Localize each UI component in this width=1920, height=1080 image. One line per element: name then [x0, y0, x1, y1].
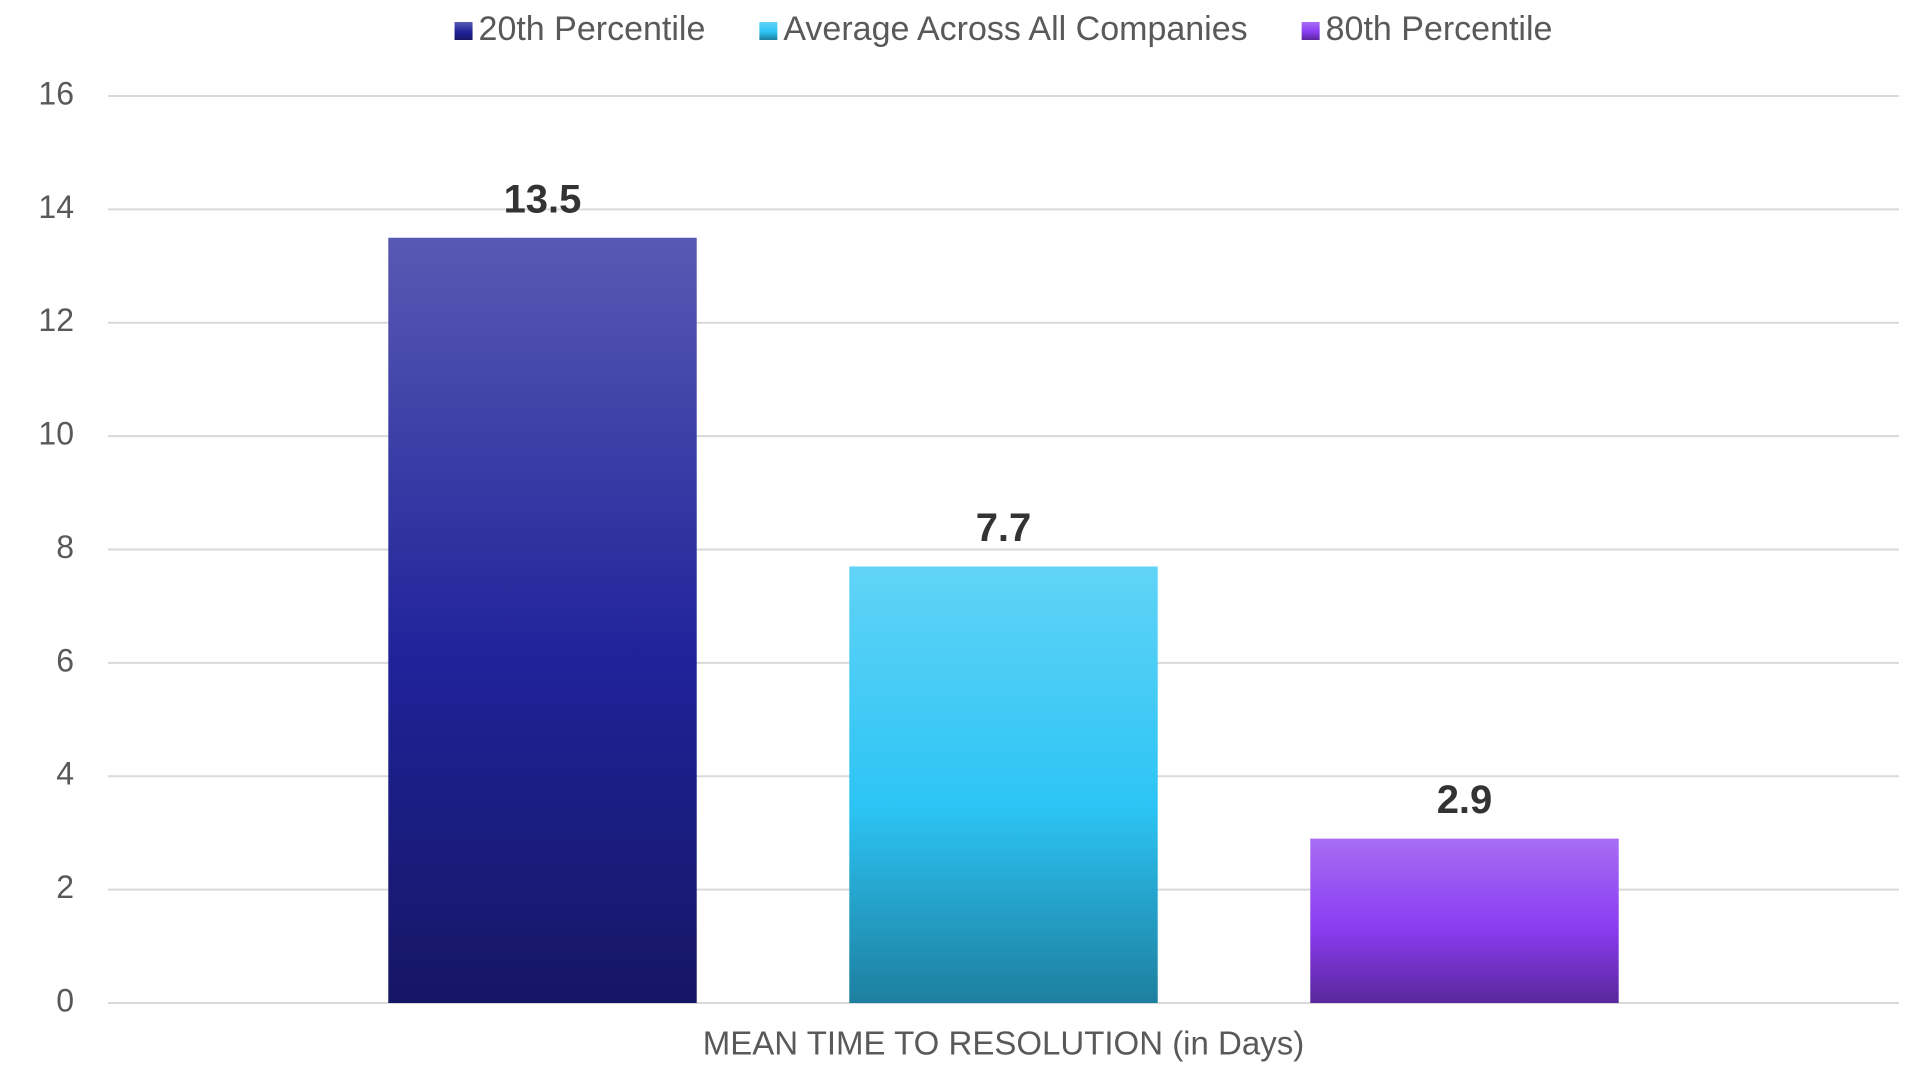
legend-swatch — [1301, 22, 1320, 40]
legend-swatch — [454, 22, 473, 40]
bar — [1310, 838, 1619, 1003]
legend-label: 80th Percentile — [1326, 10, 1553, 48]
legend-item: 80th Percentile — [1301, 10, 1553, 48]
data-label: 7.7 — [976, 506, 1032, 550]
y-tick-label: 14 — [38, 189, 74, 225]
y-tick-label: 10 — [38, 416, 74, 452]
bar — [849, 566, 1158, 1003]
legend-label: 20th Percentile — [479, 10, 706, 48]
legend-item: Average Across All Companies — [759, 10, 1248, 48]
y-tick-label: 2 — [56, 869, 74, 905]
legend-item: 20th Percentile — [454, 10, 706, 48]
data-label: 13.5 — [504, 177, 582, 221]
y-tick-label: 4 — [56, 756, 74, 792]
legend-label: Average Across All Companies — [783, 10, 1247, 48]
y-tick-label: 8 — [56, 529, 74, 565]
legend-swatch — [759, 22, 778, 40]
y-tick-label: 12 — [38, 302, 74, 338]
y-tick-label: 6 — [56, 642, 74, 678]
x-tick-label: MEAN TIME TO RESOLUTION (in Days) — [703, 1025, 1304, 1062]
data-label: 2.9 — [1437, 778, 1493, 822]
y-tick-label: 0 — [56, 982, 74, 1018]
y-tick-label: 16 — [38, 75, 74, 111]
bar — [388, 237, 697, 1003]
